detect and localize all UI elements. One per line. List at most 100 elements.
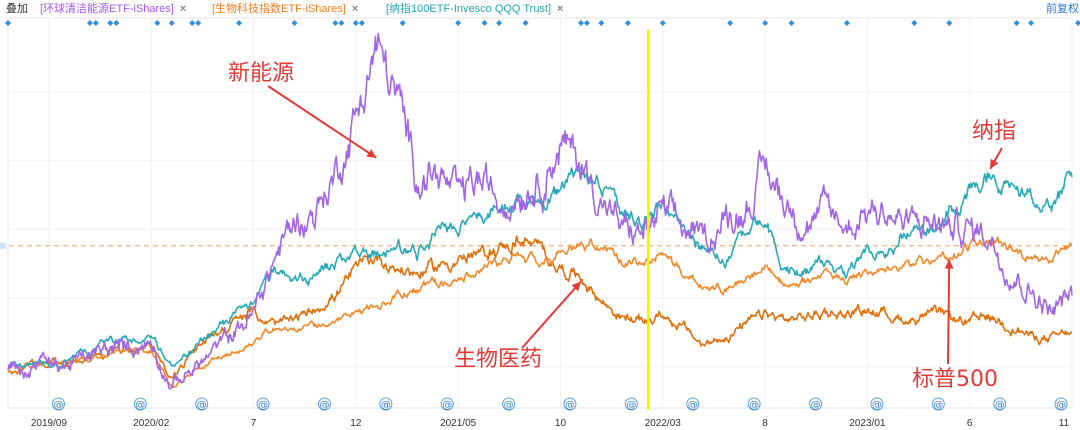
series-line-sp500 [7,236,1073,389]
event-marker-bottom-label-4: @ [319,400,329,411]
event-marker-top-32 [1028,20,1035,26]
event-marker-top-8 [189,20,196,26]
event-marker-bottom-4 [317,397,331,411]
x-tick-label-6: 2022/03 [645,418,682,429]
event-marker-top-10 [291,20,298,26]
event-marker-top-12 [332,20,339,26]
event-marker-bottom-label-10: @ [688,400,698,411]
event-marker-bottom-label-0: @ [53,400,63,411]
x-tick-label-0: 2019/09 [31,418,68,429]
event-marker-top-1 [92,20,99,26]
x-tick-label-5: 10 [555,418,567,429]
event-marker-bottom-0 [51,397,65,411]
adjust-mode-button[interactable]: 前复权 [1046,3,1079,15]
series-tag-nasdaq[interactable]: [纳指100ETF-Invesco QQQ Trust] × [386,0,563,18]
x-tick-label-9: 6 [967,418,973,429]
event-marker-top-21 [583,20,590,26]
event-marker-top-26 [762,20,769,26]
event-marker-bottom-label-9: @ [626,400,636,411]
event-marker-bottom-label-13: @ [872,400,882,411]
event-marker-top-24 [659,20,666,26]
annotation-arrowhead-sp500 [944,259,954,269]
annotation-arrowhead-nasdaq [990,158,999,169]
overlay-toolbar: 叠加 [环球清洁能源ETF-iShares] × [生物科技指数ETF-iShar… [0,0,1080,18]
event-marker-top-18 [496,20,503,26]
event-marker-top-14 [352,20,359,26]
event-marker-top-0 [5,20,11,26]
event-marker-bottom-label-5: @ [381,400,391,411]
x-tick-label-10: 11 [1059,418,1070,429]
series-tag-nasdaq-label: [纳指100ETF-Invesco QQQ Trust] [386,3,552,15]
event-marker-top-19 [522,20,529,26]
event-marker-bottom-13 [870,397,884,411]
remove-nasdaq-icon[interactable]: × [557,3,564,15]
event-marker-top-25 [727,20,734,26]
series-tag-biotech[interactable]: [生物科技指数ETF-iShares] × [212,0,358,18]
event-marker-bottom-label-12: @ [811,400,821,411]
event-marker-bottom-label-15: @ [995,400,1005,411]
event-marker-top-13 [358,20,365,26]
series-line-clean-energy [7,32,1073,390]
reference-line-marker [0,242,6,249]
event-marker-top-23 [624,20,631,26]
remove-clean-energy-icon[interactable]: × [179,3,187,15]
event-marker-top-29 [911,20,918,26]
event-marker-top-2 [86,20,93,26]
event-marker-top-17 [481,20,488,26]
x-tick-label-7: 8 [762,418,768,429]
overlay-label: 叠加 [6,3,28,15]
x-tick-label-2: 7 [251,418,257,429]
event-marker-bottom-8 [563,397,577,411]
event-marker-bottom-5 [379,397,393,411]
event-marker-bottom-label-11: @ [749,400,759,411]
event-marker-top-27 [788,20,795,26]
event-marker-bottom-3 [256,397,270,411]
event-marker-bottom-label-2: @ [197,400,207,411]
event-marker-bottom-14 [931,397,945,411]
annotation-arrow-sp500 [947,259,951,365]
event-marker-bottom-9 [624,397,638,411]
annotation-label-nasdaq: 纳指 [972,119,1016,144]
event-marker-top-7 [195,20,202,26]
event-marker-bottom-label-6: @ [442,400,452,411]
x-tick-label-3: 12 [350,418,362,429]
event-marker-bottom-12 [809,397,823,411]
annotation-label-clean-energy: 新能源 [228,61,294,86]
event-marker-top-28 [843,20,850,26]
series-line-biotech [8,235,1073,379]
event-marker-top-3 [113,20,120,26]
event-marker-bottom-16 [1054,397,1068,411]
remove-biotech-icon[interactable]: × [351,3,359,15]
event-marker-top-4 [107,20,114,26]
event-marker-bottom-label-16: @ [1056,400,1066,411]
event-marker-top-31 [1013,20,1020,26]
event-marker-top-22 [598,20,605,26]
event-marker-bottom-10 [686,397,700,411]
x-tick-label-8: 2023/01 [849,418,886,429]
event-marker-top-15 [399,20,406,26]
x-tick-label-4: 2021/05 [440,418,477,429]
event-marker-top-20 [577,20,584,26]
event-marker-top-11 [338,20,345,26]
annotation-label-sp500: 标普500 [912,367,998,392]
event-marker-top-6 [168,20,175,26]
event-marker-top-16 [455,20,462,26]
series-tag-clean-energy[interactable]: [环球清洁能源ETF-iShares] × [40,0,186,18]
annotation-arrow-biotech [521,280,582,349]
event-marker-top-9 [236,20,243,26]
event-marker-bottom-2 [195,397,209,411]
event-marker-bottom-15 [993,397,1007,411]
series-tag-biotech-label: [生物科技指数ETF-iShares] [212,3,346,15]
event-marker-bottom-label-8: @ [565,400,575,411]
annotation-arrow-clean-energy [267,85,377,159]
event-marker-bottom-7 [502,397,516,411]
event-marker-bottom-label-14: @ [933,400,943,411]
series-tag-clean-energy-label: [环球清洁能源ETF-iShares] [40,3,174,15]
event-marker-bottom-label-1: @ [135,400,145,411]
x-tick-label-1: 2020/02 [133,418,170,429]
event-marker-bottom-6 [440,397,454,411]
annotation-arrowhead-biotech [571,281,581,292]
event-marker-bottom-1 [133,397,147,411]
annotation-label-biotech: 生物医药 [454,347,542,372]
